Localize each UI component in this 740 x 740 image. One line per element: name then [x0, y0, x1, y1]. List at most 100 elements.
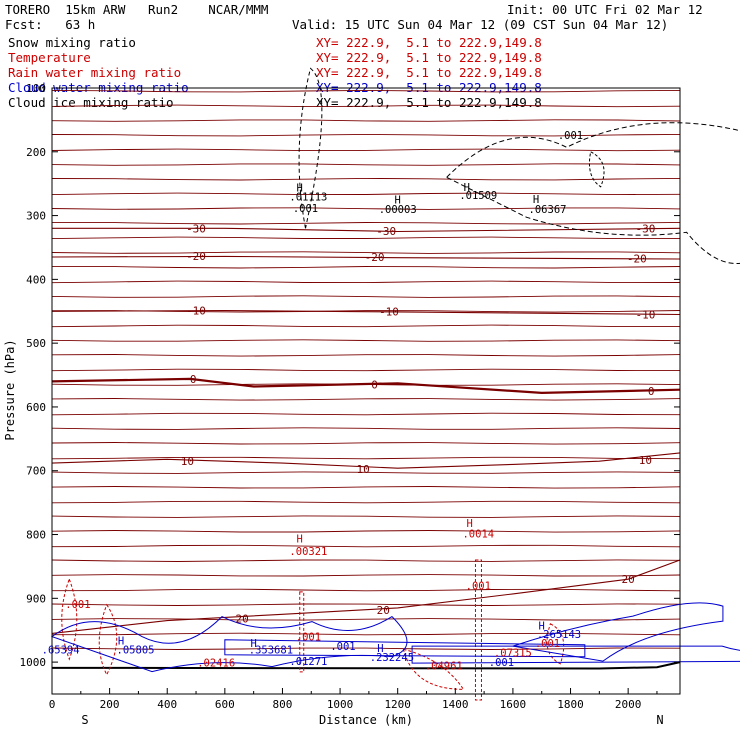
background-isotherm: [51, 530, 681, 533]
y-tick-label: 100: [26, 82, 46, 95]
chart-header: TORERO 15km ARW Run2 NCAR/MMM Init: 00 U…: [0, 0, 740, 110]
extremum-label: .06367: [529, 204, 567, 216]
extremum-label: .001: [489, 657, 514, 669]
hydrometeor-contour: [445, 122, 740, 265]
temperature-contour-label: 0: [648, 385, 655, 398]
background-isotherm: [51, 104, 681, 108]
field-label-temperature: Temperature: [8, 50, 91, 65]
init-time: Init: 00 UTC Fri 02 Mar 12: [507, 2, 703, 17]
x-tick-label: 400: [157, 698, 177, 711]
temperature-contour-0: [51, 377, 681, 395]
background-isotherm: [51, 515, 681, 518]
hydrometeor-contour: [474, 559, 482, 701]
hydrometeor-contour: [224, 639, 586, 658]
temperature-contour-label: 20: [377, 604, 390, 617]
background-isotherm: [51, 324, 680, 328]
contour-label-layer: -30 -30 -30 -20 -20 -20 -10 -10 -10 0 0 0 10 10 10 20 20…: [42, 130, 656, 672]
hydrometeor-contour: [402, 648, 465, 690]
x-tick-label: 200: [100, 698, 120, 711]
x-tick-label: 1400: [442, 698, 469, 711]
temperature-contour-label: 20: [235, 613, 248, 626]
extremum-label: .0014: [462, 528, 494, 540]
background-isotherm: [52, 221, 681, 225]
temperature-contour-label: -20: [627, 252, 647, 265]
x-tick-label: 1000: [327, 698, 354, 711]
extremum-label: .001: [293, 203, 318, 215]
x-tick-label: 0: [49, 698, 56, 711]
extremum-label: H: [297, 533, 303, 545]
temperature-contour--30: [52, 227, 681, 233]
x-tick-label: 2000: [615, 698, 642, 711]
background-isotherm: [51, 192, 681, 196]
y-tick-label: 600: [26, 401, 46, 414]
temperature-contour-label: 20: [621, 573, 634, 586]
y-tick-label: 300: [26, 210, 46, 223]
extremum-label: H: [467, 518, 473, 530]
x-tick-label: 1800: [557, 698, 584, 711]
extremum-label: H: [377, 643, 383, 655]
temperature-contour-label: 10: [181, 455, 194, 468]
temperature-contour-label: -20: [365, 251, 385, 264]
field-label-snow: Snow mixing ratio: [8, 35, 136, 50]
background-isotherm: [51, 442, 681, 445]
background-isotherm: [51, 544, 681, 548]
x-tick-label: 1200: [384, 698, 411, 711]
hydrometeor-contour: [299, 591, 305, 673]
temperature-contour-label: -30: [635, 222, 655, 235]
x-tick-label: 800: [273, 698, 293, 711]
temperature-contour-20: [51, 559, 681, 634]
start-label: S: [81, 713, 88, 727]
background-isotherm: [51, 603, 681, 606]
extremum-label: .001: [466, 581, 491, 593]
extremum-label: .01113: [289, 191, 327, 203]
extremum-label: H: [395, 195, 401, 207]
temperature-contour-label: -10: [186, 305, 206, 318]
extremum-label: .00321: [289, 546, 327, 558]
field-label-rain: Rain water mixing ratio: [8, 65, 182, 80]
background-isotherm: [51, 295, 681, 298]
background-isotherm: [51, 647, 681, 650]
x-tick-label: 1600: [500, 698, 527, 711]
extremum-label: H: [464, 182, 470, 194]
model-title: TORERO 15km ARW Run2 NCAR/MMM: [5, 2, 269, 17]
extremum-label: .001: [535, 638, 560, 650]
temperature-contour-label: 10: [639, 454, 652, 467]
background-isotherm: [51, 500, 681, 504]
hydrometeor-contour: [512, 602, 724, 662]
background-isotherm: [51, 427, 681, 430]
temperature-contour-label: 0: [190, 373, 197, 386]
background-isotherm: [51, 354, 681, 357]
extremum-label: .02416: [197, 658, 235, 670]
background-isotherm: [51, 456, 681, 460]
hydrometeor-contour-layer: [50, 67, 740, 701]
temperature-contour-label: -10: [635, 309, 655, 322]
forecast-hour: Fcst: 63 h: [5, 17, 96, 32]
extremum-label: H: [251, 638, 257, 650]
temperature-contour-10: [51, 452, 681, 469]
hydrometeor-contour: [546, 623, 565, 665]
plot-frame: [51, 87, 681, 695]
terrain-line: [51, 661, 681, 670]
background-isotherm: [51, 412, 681, 416]
background-isotherm: [51, 471, 681, 474]
extremum-label: .353681: [249, 644, 293, 656]
extremum-label: .00003: [379, 204, 417, 216]
temperature-contour-label: -30: [186, 222, 206, 235]
field-label-cloud-ice: Cloud ice mixing ratio: [8, 95, 174, 110]
background-isotherm: [51, 280, 681, 284]
background-isotherm: [51, 163, 681, 166]
valid-time: Valid: 15 UTC Sun 04 Mar 12 (09 CST Sun …: [292, 17, 669, 32]
background-isotherm: [51, 486, 681, 489]
extremum-label: H: [118, 635, 124, 647]
extremum-label: H: [539, 621, 545, 633]
background-isotherm: [51, 89, 681, 93]
temperature-contour-label: 0: [371, 379, 378, 392]
x-axis-label: Distance (km): [319, 713, 413, 727]
extremum-label: .001: [558, 130, 583, 142]
extremum-label: H: [533, 194, 539, 206]
temperature-contour-label: -20: [186, 250, 206, 263]
extremum-label: .04961: [425, 660, 463, 672]
extremum-label: .65394: [42, 644, 80, 656]
hydrometeor-contour: [298, 67, 323, 229]
